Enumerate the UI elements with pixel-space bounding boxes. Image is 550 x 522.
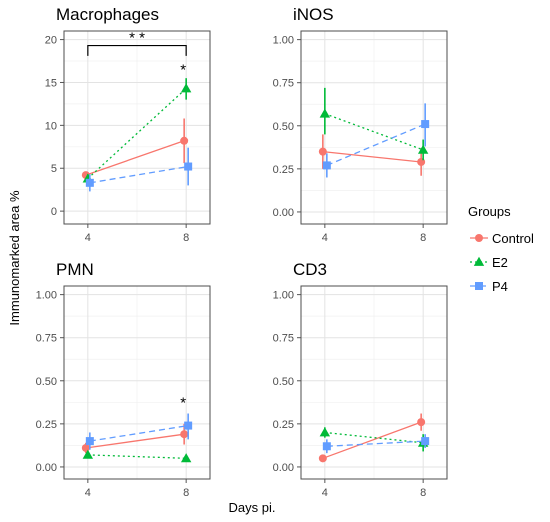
- inos-point-p4: [421, 120, 430, 129]
- inos-xtick-label: 8: [420, 232, 426, 244]
- legend: Groups Control E2 P4: [468, 204, 534, 294]
- panel-cd3: 0.00 0.25 0.50 0.75 1.00 4 8 CD3: [273, 260, 448, 499]
- pmn-ytick-label: 1.00: [36, 290, 57, 302]
- pmn-point-p4: [184, 421, 193, 430]
- pmn-xtick-label: 8: [183, 487, 189, 499]
- pmn-point-e2: [180, 453, 192, 463]
- macrophages-xtick-label: 8: [183, 232, 189, 244]
- cd3-xtick-label: 4: [322, 487, 328, 499]
- pmn-significance-marker: *: [180, 394, 186, 411]
- pmn-line-e2: [87, 454, 187, 459]
- cd3-panel-border: [300, 285, 448, 480]
- pmn-panel-border: [63, 285, 211, 480]
- pmn-point-e2: [82, 449, 94, 459]
- macrophages-point-e2: [180, 83, 192, 93]
- macrophages-significance-bracket: [87, 44, 187, 56]
- panel-pmn: 0.00 0.25 0.50 0.75 1.00 4 8 PMN *: [36, 260, 211, 499]
- inos-point-e2: [417, 144, 429, 154]
- cd3-ytick-label: 0.75: [273, 333, 294, 345]
- cd3-point-p4: [322, 442, 331, 451]
- legend-entry-p4: P4: [470, 279, 508, 294]
- x-axis-label: Days pi.: [229, 500, 276, 515]
- macrophages-ytick-label: 5: [51, 163, 57, 175]
- pmn-ytick-label: 0.25: [36, 419, 57, 431]
- inos-point-p4: [322, 161, 331, 170]
- legend-entry-control: Control: [470, 231, 534, 246]
- inos-ytick-label: 0.00: [273, 207, 294, 219]
- macrophages-line-p4: [89, 165, 189, 184]
- cd3-point-p4: [421, 437, 430, 446]
- cd3-ytick-label: 0.00: [273, 462, 294, 474]
- pmn-ytick-label: 0.75: [36, 333, 57, 345]
- macrophages-ytick-label: 10: [45, 120, 57, 132]
- cd3-panel-title: CD3: [293, 260, 327, 279]
- pmn-point-p4: [85, 437, 94, 446]
- inos-ytick-label: 0.50: [273, 121, 294, 133]
- cd3-ytick-label: 0.50: [273, 376, 294, 388]
- cd3-point-e2: [319, 427, 331, 437]
- pmn-line-control: [85, 433, 185, 449]
- inos-line-control: [322, 150, 422, 163]
- pmn-point-control: [81, 443, 90, 452]
- macrophages-ytick-label: 20: [45, 35, 57, 47]
- macrophages-point-control: [180, 136, 189, 145]
- cd3-point-control: [417, 418, 426, 427]
- inos-point-e2: [319, 108, 331, 118]
- inos-ytick-label: 0.75: [273, 78, 294, 90]
- panel-macrophages: 0 5 10 15 20 4 8 Macrophages * * *: [45, 5, 211, 244]
- inos-xtick-label: 4: [322, 232, 328, 244]
- inos-panel-title: iNOS: [293, 5, 334, 24]
- pmn-ytick-label: 0.50: [36, 376, 57, 388]
- legend-title: Groups: [468, 204, 511, 219]
- cd3-line-control: [322, 421, 422, 459]
- panel-inos: 0.00 0.25 0.50 0.75 1.00 4 8 iNOS: [273, 5, 448, 244]
- cd3-line-p4: [326, 440, 426, 447]
- macrophages-point-p4: [184, 162, 193, 171]
- macrophages-significance-label: * *: [129, 30, 145, 47]
- inos-ytick-label: 1.00: [273, 35, 294, 47]
- legend-entry-e2: E2: [470, 255, 508, 270]
- legend-label-p4: P4: [492, 279, 508, 294]
- macrophages-line-e2: [87, 87, 187, 180]
- legend-key-marker-control: [475, 234, 483, 242]
- macrophages-ytick-label: 0: [51, 206, 57, 218]
- cd3-line-e2: [324, 431, 424, 444]
- legend-key-marker-e2: [473, 256, 485, 266]
- legend-key-e2: [470, 256, 488, 266]
- macrophages-panel-border: [63, 30, 211, 225]
- legend-label-e2: E2: [492, 255, 508, 270]
- macrophages-significance-marker: *: [180, 62, 186, 79]
- legend-key-p4: [470, 282, 488, 290]
- cd3-point-control: [318, 454, 327, 463]
- inos-panel-border: [300, 30, 448, 225]
- pmn-ytick-label: 0.00: [36, 462, 57, 474]
- macrophages-line-control: [85, 140, 185, 176]
- macrophages-xtick-label: 4: [85, 232, 91, 244]
- legend-label-control: Control: [492, 231, 534, 246]
- legend-key-marker-p4: [475, 282, 483, 290]
- pmn-line-p4: [89, 424, 189, 442]
- legend-key-control: [470, 234, 488, 242]
- cd3-xtick-label: 8: [420, 487, 426, 499]
- macrophages-ytick-label: 15: [45, 77, 57, 89]
- macrophages-point-p4: [85, 178, 94, 187]
- macrophages-panel-title: Macrophages: [56, 5, 159, 24]
- cd3-ytick-label: 1.00: [273, 290, 294, 302]
- inos-line-p4: [326, 123, 426, 167]
- pmn-point-control: [180, 430, 189, 439]
- cd3-ytick-label: 0.25: [273, 419, 294, 431]
- pmn-panel-title: PMN: [56, 260, 94, 279]
- inos-point-control: [318, 147, 327, 156]
- y-axis-label: Immunomarked area %: [7, 190, 22, 326]
- inos-ytick-label: 0.25: [273, 164, 294, 176]
- pmn-xtick-label: 4: [85, 487, 91, 499]
